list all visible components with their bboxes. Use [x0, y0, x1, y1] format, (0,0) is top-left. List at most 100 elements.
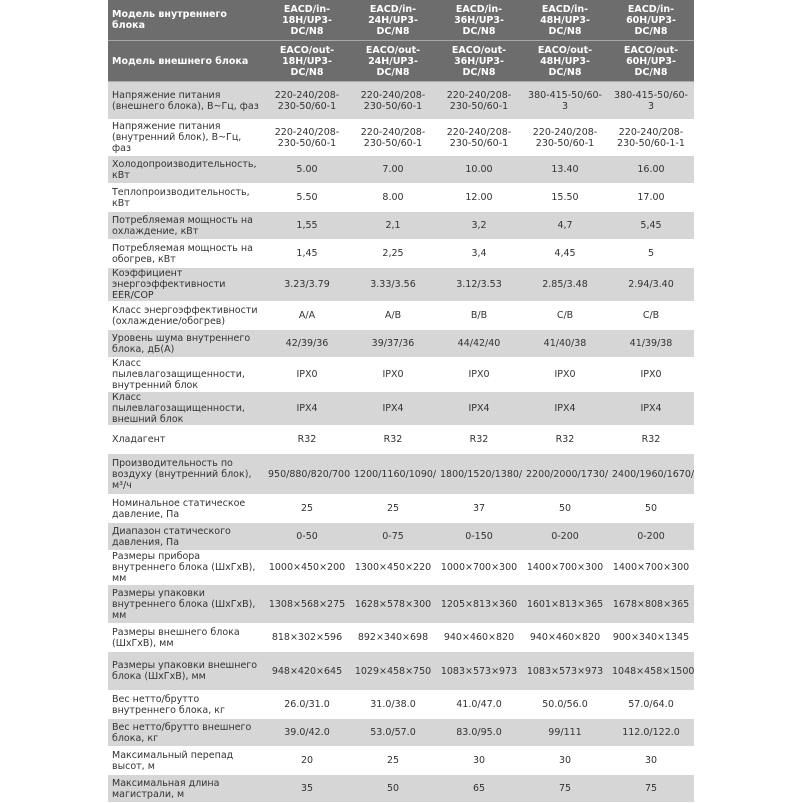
cell-value: 1800/1520/1380/1270 [436, 453, 522, 495]
cell-value: 25 [350, 494, 436, 523]
cell-value: IPX0 [522, 357, 608, 392]
table-row: Уровень шума внутреннего блока, дБ(А) 42/… [108, 329, 694, 358]
row-label: Вес нетто/брутто внешнего блока, кг [108, 718, 264, 747]
row-label: Размеры упаковки внешнего блока (ШxГxВ),… [108, 651, 264, 691]
cell-value: C/B [608, 301, 694, 330]
cell-value: R32 [608, 425, 694, 454]
cell-value: 220-240/208-230-50/60-1 [436, 119, 522, 156]
cell-value: 41.0/47.0 [436, 690, 522, 719]
table-row: Максимальный перепад высот, м 20 25 30 30 30 [108, 746, 694, 775]
cell-value: 1601×813×365 [522, 584, 608, 624]
cell-value: 25 [350, 746, 436, 775]
row-label: Максимальная длина магистрали, м [108, 774, 264, 803]
cell-value: 0-75 [350, 522, 436, 551]
cell-value: A/B [350, 301, 436, 330]
cell-value: 2.94/3.40 [608, 267, 694, 302]
cell-value: 50.0/56.0 [522, 690, 608, 719]
table-row: Номинальное статическое давление, Па 25 25… [108, 494, 694, 523]
cell-value: A/A [264, 301, 350, 330]
cell-value: EACD/in-18H/UP3-DC/N8 [264, 0, 350, 41]
cell-value: 31.0/38.0 [350, 690, 436, 719]
table-row: Холодопроизводительность, кВт 5.00 7.00 10.… [108, 155, 694, 184]
cell-value: 220-240/208-230-50/60-1 [264, 119, 350, 156]
cell-value: 220-240/208-230-50/60-1-1 [608, 119, 694, 156]
cell-value: EACD/in-48H/UP3-DC/N8 [522, 0, 608, 41]
table-row: Максимальная длина магистрали, м 35 50 65 75… [108, 774, 694, 803]
cell-value: 1000×450×200 [264, 550, 350, 585]
table-row: Модель внешнего блока EACO/out-18H/UP3-DC… [108, 40, 694, 82]
table-row: Размеры прибора внутреннего блока (ШxГxВ… [108, 550, 694, 585]
cell-value: 3,2 [436, 211, 522, 240]
cell-value: 1000×700×300 [436, 550, 522, 585]
cell-value: 10.00 [436, 155, 522, 184]
cell-value: EACO/out-48H/UP3-DC/N8 [522, 40, 608, 82]
row-label: Хладагент [108, 425, 264, 454]
cell-value: 5 [608, 239, 694, 268]
row-label: Потребляемая мощность на охлаждение, кВт [108, 211, 264, 240]
table-row: Вес нетто/брутто внешнего блока, кг 39.0/… [108, 718, 694, 747]
row-label: Номинальное статическое давление, Па [108, 494, 264, 523]
cell-value: IPX0 [264, 357, 350, 392]
cell-value: IPX4 [436, 391, 522, 426]
table-row: Хладагент R32 R32 R32 R32 R32 [108, 425, 694, 454]
cell-value: 65 [436, 774, 522, 803]
cell-value: C/B [522, 301, 608, 330]
cell-value: IPX4 [522, 391, 608, 426]
cell-value: 30 [522, 746, 608, 775]
cell-value: 0-150 [436, 522, 522, 551]
row-label: Модель внутреннего блока [108, 0, 264, 41]
cell-value: 2,1 [350, 211, 436, 240]
cell-value: 30 [436, 746, 522, 775]
cell-value: 380-415-50/60-3 [608, 81, 694, 120]
cell-value: 13.40 [522, 155, 608, 184]
cell-value: 25 [264, 494, 350, 523]
cell-value: 220-240/208-230-50/60-1 [264, 81, 350, 120]
row-label: Класс энергоэффективности (охлаждение/об… [108, 301, 264, 330]
cell-value: 940×460×820 [522, 623, 608, 652]
cell-value: 220-240/208-230-50/60-1 [350, 81, 436, 120]
cell-value: 3.33/3.56 [350, 267, 436, 302]
row-label: Потребляемая мощность на обогрев, кВт [108, 239, 264, 268]
cell-value: R32 [436, 425, 522, 454]
cell-value: R32 [264, 425, 350, 454]
cell-value: IPX4 [350, 391, 436, 426]
cell-value: 5,45 [608, 211, 694, 240]
cell-value: 950/880/820/700 [264, 453, 350, 495]
cell-value: EACO/out-36H/UP3-DC/N8 [436, 40, 522, 82]
cell-value: 4,45 [522, 239, 608, 268]
cell-value: 940×460×820 [436, 623, 522, 652]
cell-value: 1083×573×973 [436, 651, 522, 691]
cell-value: 818×302×596 [264, 623, 350, 652]
cell-value: R32 [350, 425, 436, 454]
table-row: Размеры упаковки внутреннего блока (ШxГx… [108, 584, 694, 624]
spec-table: Модель внутреннего блока EACD/in-18H/UP3-… [108, 0, 694, 803]
cell-value: 44/42/40 [436, 329, 522, 358]
cell-value: 1678×808×365 [608, 584, 694, 624]
cell-value: 220-240/208-230-50/60-1 [436, 81, 522, 120]
row-label: Производительность по воздуху (внутренни… [108, 453, 264, 495]
cell-value: 220-240/208-230-50/60-1 [350, 119, 436, 156]
row-label: Напряжение питания (внутренний блок), В~… [108, 119, 264, 156]
table-row: Класс энергоэффективности (охлаждение/об… [108, 301, 694, 330]
row-label: Размеры упаковки внутреннего блока (ШxГx… [108, 584, 264, 624]
row-label: Класс пылевлагозащищенности, внутренний … [108, 357, 264, 392]
row-label: Вес нетто/брутто внутреннего блока, кг [108, 690, 264, 719]
cell-value: 8.00 [350, 183, 436, 212]
table-row: Производительность по воздуху (внутренни… [108, 453, 694, 495]
cell-value: 1205×813×360 [436, 584, 522, 624]
cell-value: 41/39/38 [608, 329, 694, 358]
cell-value: 0-200 [608, 522, 694, 551]
cell-value: 3.23/3.79 [264, 267, 350, 302]
cell-value: 5.00 [264, 155, 350, 184]
row-label: Напряжение питания (внешнего блока), В~Г… [108, 81, 264, 120]
cell-value: 2.85/3.48 [522, 267, 608, 302]
cell-value: EACO/out-18H/UP3-DC/N8 [264, 40, 350, 82]
cell-value: 1083×573×973 [522, 651, 608, 691]
row-label: Коэффициент энергоэффективности EER/COP [108, 267, 264, 302]
cell-value: IPX4 [608, 391, 694, 426]
cell-value: 3,4 [436, 239, 522, 268]
cell-value: 17.00 [608, 183, 694, 212]
cell-value: 50 [522, 494, 608, 523]
cell-value: 37 [436, 494, 522, 523]
cell-value: 2200/2000/1730/1490 [522, 453, 608, 495]
